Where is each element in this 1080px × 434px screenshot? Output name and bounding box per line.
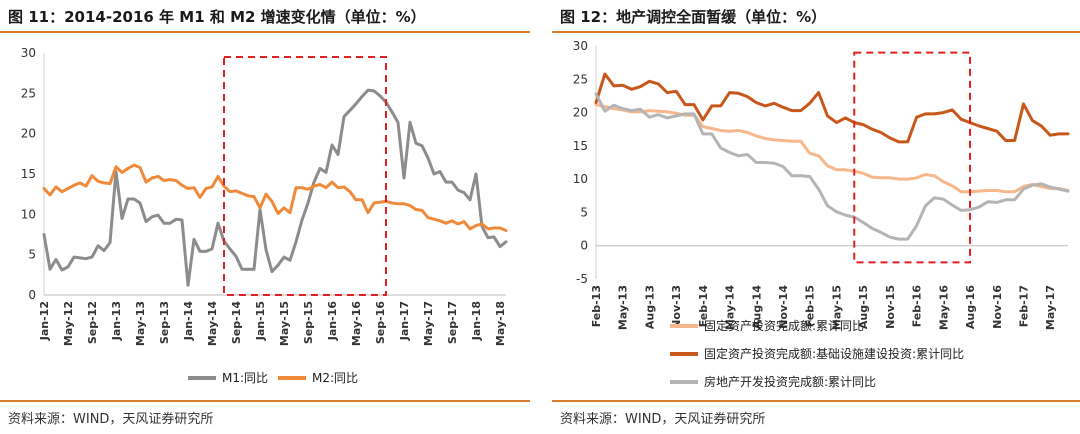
- source-note: 资料来源：WIND，天风证券研究所: [560, 412, 766, 427]
- x-tick-label: Jan-18: [470, 301, 483, 341]
- x-tick-label: Nov-14: [777, 285, 790, 329]
- y-tick-label: 0: [28, 288, 36, 302]
- y-tick-label: -5: [576, 272, 588, 286]
- bottom-rule: [0, 400, 530, 402]
- figure-11-panel: 图 11：2014-2016 年 M1 和 M2 增速变化情（单位：%） 0 5 1…: [0, 0, 530, 434]
- x-tick-label: Jan-16: [326, 301, 339, 342]
- title-rule: [0, 31, 530, 33]
- x-tick-label: May-18: [494, 301, 507, 346]
- title-rule: [552, 31, 1080, 33]
- x-tick-label: Feb-17: [1017, 285, 1030, 327]
- y-tick-label: 30: [21, 46, 36, 60]
- x-tick-label: May-14: [724, 285, 737, 330]
- figure-12-panel: 图 12：地产调控全面暂缓（单位：%） -5 0 5 10 15 20 25 30 Feb-13…: [552, 0, 1080, 434]
- x-tick-label: May-16: [937, 285, 950, 330]
- y-tick-label: 5: [580, 205, 588, 219]
- m1-m2-line-chart: 0 5 10 15 20 25 30 Jan-12 May-12 Sep-12 Jan-13 May-…: [21, 46, 508, 385]
- x-tick-label: May-16: [350, 301, 363, 346]
- y-tick-label: 10: [573, 172, 588, 186]
- y-tick-label: 0: [580, 239, 588, 253]
- source-note: 资料来源：WIND，天风证券研究所: [8, 412, 214, 427]
- x-tick-label: Feb-16: [911, 285, 924, 328]
- x-tick-label: Feb-15: [804, 285, 817, 327]
- figure-title: 图 11：2014-2016 年 M1 和 M2 增速变化情（单位：%）: [8, 8, 426, 26]
- series-line: [42, 88, 508, 287]
- x-tick-label: Nov-13: [670, 285, 683, 329]
- x-tick-label: Jan-13: [110, 301, 123, 341]
- y-tick-label: 25: [21, 86, 36, 100]
- legend-label: M1:同比: [222, 371, 268, 385]
- x-tick-label: May-15: [278, 301, 291, 346]
- series-line: [594, 92, 1070, 241]
- x-tick-label: May-15: [830, 285, 843, 330]
- x-tick-label: Jan-12: [38, 301, 51, 341]
- x-tick-label: May-13: [617, 285, 630, 330]
- x-tick-label: Feb-14: [697, 285, 710, 328]
- legend-label: 固定资产投资完成额:累计同比: [704, 318, 864, 333]
- x-tick-label: Feb-13: [590, 285, 603, 327]
- x-tick-label: May-17: [422, 301, 435, 346]
- series-line: [594, 103, 1070, 194]
- y-tick-label: 10: [21, 207, 36, 221]
- bottom-rule: [552, 400, 1080, 402]
- legend-label: M2:同比: [312, 371, 358, 385]
- y-tick-label: 15: [573, 139, 588, 153]
- highlight-box: [853, 51, 972, 264]
- figure-title: 图 12：地产调控全面暂缓（单位：%）: [560, 8, 827, 26]
- x-tick-label: Jan-15: [254, 301, 267, 341]
- x-tick-label: May-13: [134, 301, 147, 346]
- highlight-box: [223, 56, 387, 296]
- y-tick-label: 5: [28, 248, 36, 262]
- x-tick-label: Aug-16: [964, 285, 977, 329]
- legend-label: 固定资产投资完成额:基础设施建设投资:累计同比: [704, 346, 964, 361]
- x-tick-label: Sep-16: [374, 301, 387, 344]
- y-tick-label: 25: [573, 72, 588, 86]
- x-tick-label: Aug-13: [643, 285, 656, 329]
- x-tick-label: Sep-17: [446, 301, 459, 344]
- series-line: [42, 163, 508, 232]
- fixed-asset-investment-line-chart: -5 0 5 10 15 20 25 30 Feb-13 May-13 Aug-13 Nov-13 Fe…: [573, 39, 1070, 389]
- y-tick-label: 20: [21, 127, 36, 141]
- legend-label: 房地产开发投资完成额:累计同比: [704, 374, 876, 389]
- x-tick-label: Sep-13: [158, 301, 171, 344]
- x-tick-label: Aug-15: [857, 285, 870, 329]
- x-tick-label: Sep-15: [302, 301, 315, 344]
- x-tick-label: Nov-16: [991, 285, 1004, 329]
- y-tick-label: 20: [573, 106, 588, 120]
- x-tick-label: May-12: [62, 301, 75, 346]
- y-tick-label: 15: [21, 167, 36, 181]
- x-tick-label: Aug-14: [750, 285, 763, 329]
- x-tick-label: Sep-12: [86, 301, 99, 344]
- x-tick-label: May-14: [206, 301, 219, 346]
- x-tick-label: Jan-17: [398, 301, 411, 341]
- x-tick-label: Jan-14: [182, 301, 195, 342]
- x-tick-label: Nov-15: [884, 285, 897, 329]
- series-line: [594, 72, 1070, 144]
- x-tick-label: Sep-14: [230, 301, 243, 344]
- y-tick-label: 30: [573, 39, 588, 53]
- x-tick-label: May-17: [1044, 285, 1057, 330]
